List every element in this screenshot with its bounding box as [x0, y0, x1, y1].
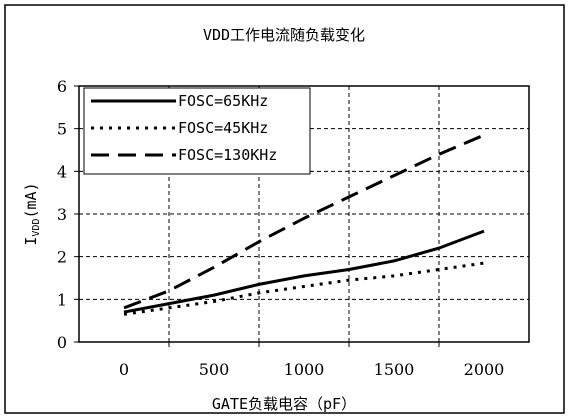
series-line-fosc-130khz [123, 133, 485, 310]
series-line-fosc-65khz [123, 229, 485, 314]
legend-label: FOSC=130KHz [178, 146, 277, 164]
legend-label: FOSC=45KHz [178, 119, 268, 137]
chart-title: VDD工作电流随负载变化 [203, 26, 365, 44]
x-axis-label: GATE负载电容（pF） [212, 395, 356, 413]
y-axis-label-sub: VDD [31, 219, 42, 237]
series-line-fosc-45khz [123, 261, 485, 316]
y-tick-label: 4 [57, 162, 67, 181]
x-tick-label: 1500 [374, 360, 415, 379]
y-tick-label: 0 [57, 333, 67, 352]
y-tick-label: 2 [57, 248, 67, 267]
y-tick-label: 5 [57, 120, 67, 139]
x-tick-label: 1000 [284, 360, 325, 379]
series-layer [123, 133, 485, 316]
x-tick-label: 2000 [464, 360, 505, 379]
x-tick-label: 500 [199, 360, 230, 379]
y-tick-label: 3 [57, 205, 67, 224]
y-tick-label: 1 [57, 290, 67, 309]
legend: FOSC=65KHz FOSC=45KHz FOSC=130KHz [83, 87, 311, 175]
y-tick-label: 6 [57, 77, 67, 96]
tick-layer: 0 1 2 3 4 5 6 0 500 1000 1500 2000 [57, 77, 505, 379]
y-axis-label: IVDD(mA) [22, 182, 42, 245]
y-axis-label-main: I [22, 237, 40, 246]
x-tick-label: 0 [119, 360, 129, 379]
legend-label: FOSC=65KHz [178, 92, 268, 110]
y-axis-label-tail: (mA) [22, 182, 40, 218]
